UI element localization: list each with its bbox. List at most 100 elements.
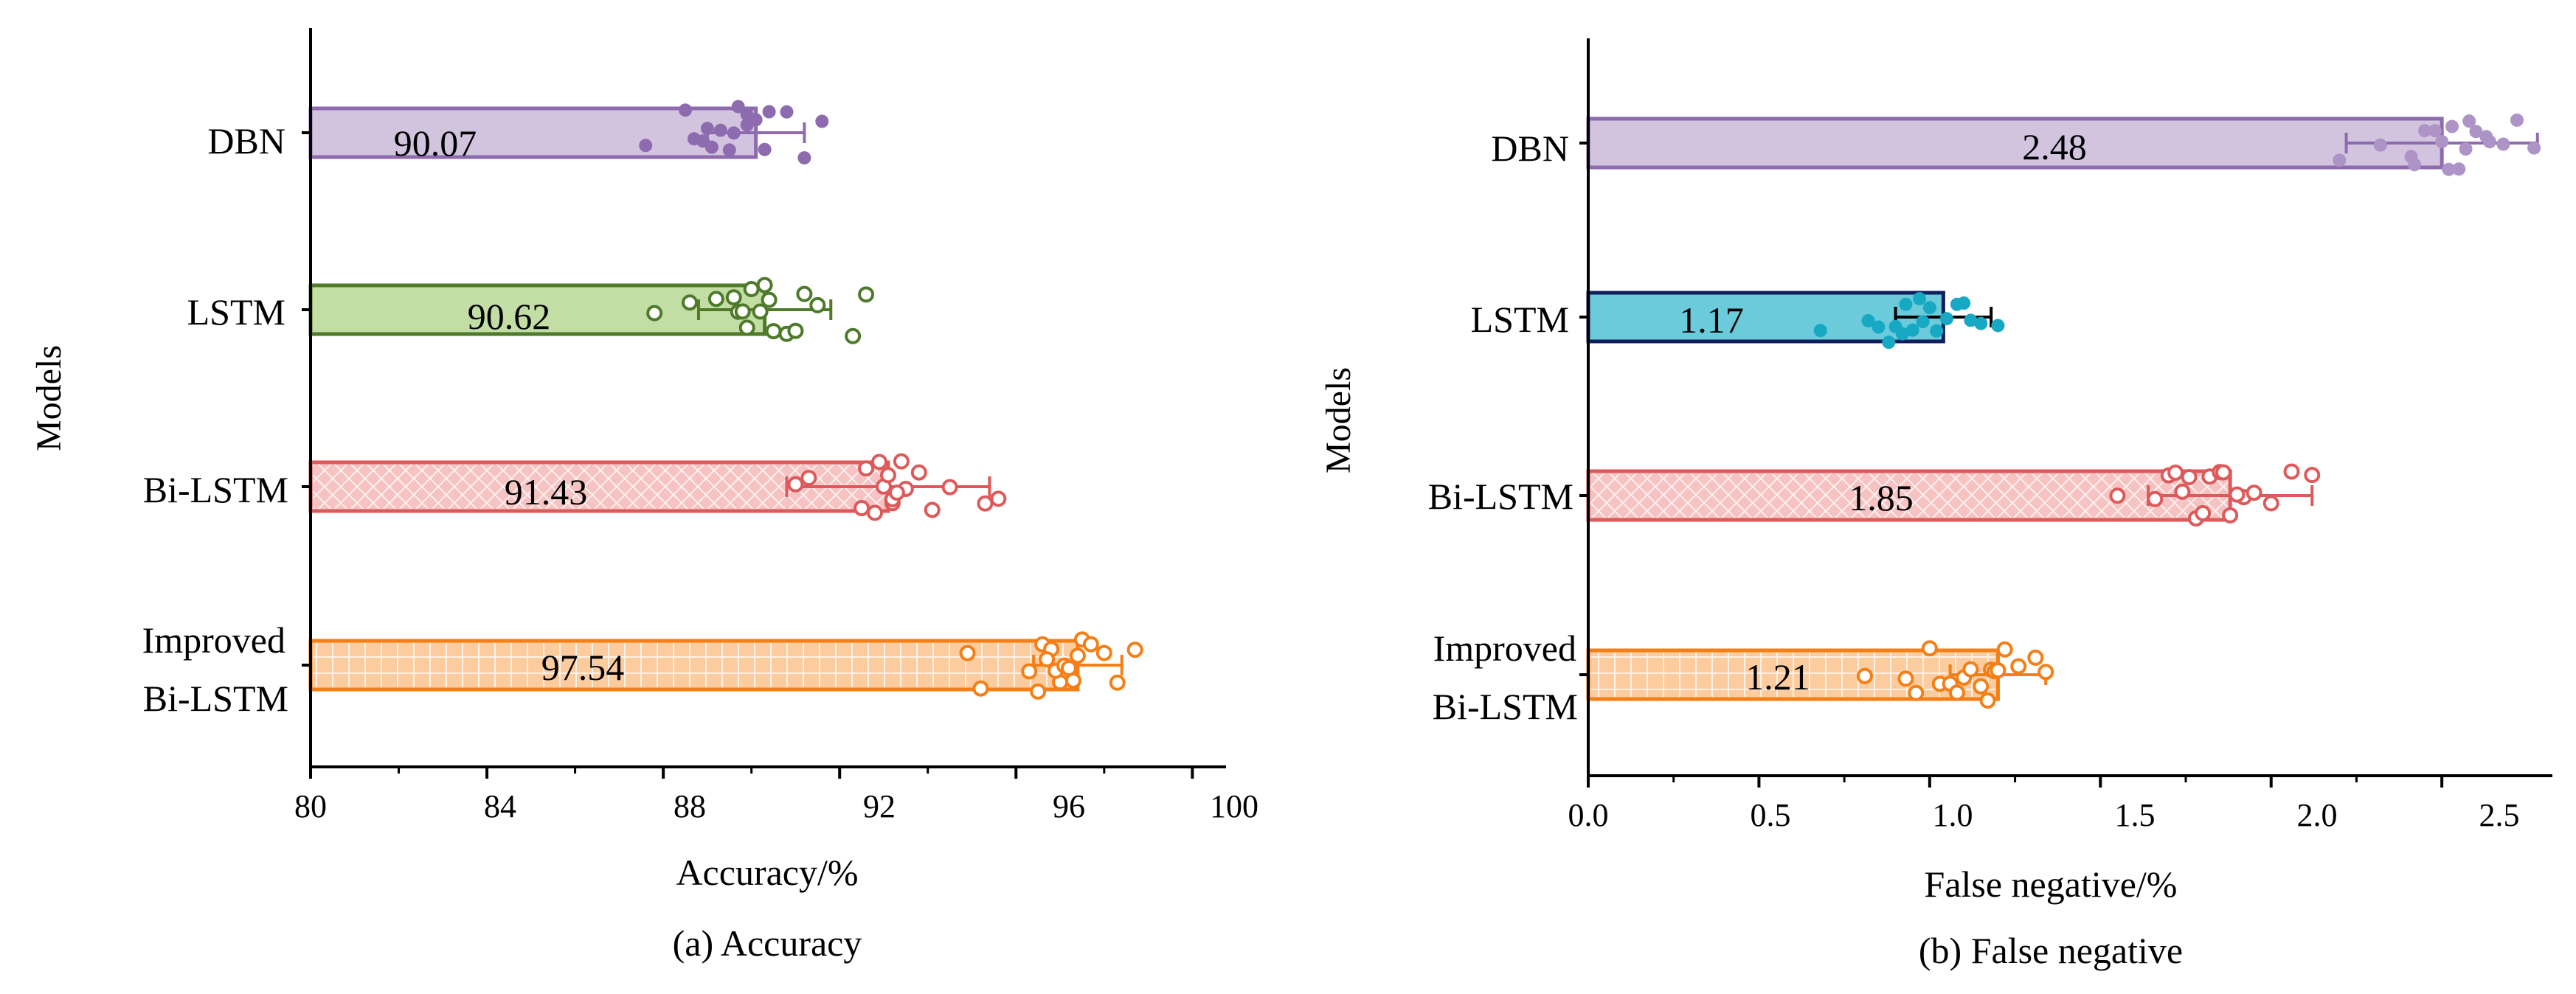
- data-point-bi-lstm: [2174, 483, 2191, 500]
- tick-label: 92: [863, 788, 896, 824]
- data-point-lstm: [1899, 297, 1913, 311]
- data-point-bi-lstm: [2147, 490, 2164, 507]
- fn-caption: (b) False negative: [1919, 930, 2183, 971]
- data-point-improved-bi-lstm: [1973, 678, 1990, 695]
- data-point-improved-bi-lstm: [1109, 674, 1126, 691]
- data-point-improved-bi-lstm: [1897, 670, 1914, 687]
- bar-dbn: [1586, 117, 2444, 170]
- data-point-lstm: [1872, 320, 1886, 334]
- data-point-improved-bi-lstm: [1095, 644, 1112, 661]
- data-point-dbn: [2482, 135, 2496, 149]
- data-point-lstm: [809, 296, 826, 313]
- data-point-dbn: [700, 122, 714, 136]
- accuracy-points: [639, 100, 1143, 700]
- fn-tick-labels: 0.0 0.5 1.0 1.5 2.0 2.5: [1568, 797, 2520, 833]
- data-point-dbn: [2496, 137, 2510, 151]
- category-label-lstm: LSTM: [187, 291, 285, 333]
- category-label-bi-lstm: Bi-LSTM: [1428, 476, 1573, 517]
- fn-errorbars: [1894, 133, 2539, 685]
- data-point-improved-bi-lstm: [1082, 636, 1099, 653]
- value-label-lstm: 1.17: [1679, 299, 1744, 341]
- data-point-dbn: [687, 132, 701, 146]
- data-point-bi-lstm: [2304, 467, 2321, 484]
- data-point-improved-bi-lstm: [959, 644, 976, 661]
- data-point-lstm: [1882, 336, 1896, 350]
- value-label-bi-lstm: 1.85: [1849, 477, 1914, 518]
- fn-x-axis-title: False negative/%: [1925, 863, 2178, 905]
- data-point-bi-lstm: [2167, 464, 2184, 481]
- bar-dbn: [308, 106, 758, 159]
- tick-label: 1.0: [1933, 797, 1973, 833]
- data-point-dbn: [762, 105, 776, 119]
- data-point-dbn: [758, 142, 772, 156]
- data-point-dbn: [713, 123, 727, 137]
- data-point-lstm: [1813, 324, 1827, 338]
- data-point-bi-lstm: [867, 504, 884, 521]
- data-point-bi-lstm: [858, 460, 875, 477]
- data-point-improved-bi-lstm: [1948, 684, 1965, 701]
- accuracy-x-axis-title: Accuracy/%: [676, 852, 858, 893]
- accuracy-x-ticks: [309, 767, 1194, 779]
- data-point-dbn: [727, 126, 741, 140]
- data-point-dbn: [2469, 125, 2483, 139]
- value-label-lstm: 90.62: [468, 296, 551, 337]
- bar-pattern-improved-bi-lstm: [313, 643, 1076, 687]
- data-point-bi-lstm: [924, 501, 941, 518]
- value-label-dbn: 90.07: [394, 122, 477, 164]
- data-point-dbn: [679, 103, 693, 117]
- data-point-lstm: [1930, 324, 1944, 338]
- data-point-improved-bi-lstm: [1908, 684, 1925, 701]
- data-point-bi-lstm: [888, 484, 905, 501]
- data-point-bi-lstm: [2215, 464, 2232, 481]
- tick-label: 0.0: [1568, 797, 1609, 833]
- data-point-improved-bi-lstm: [972, 680, 989, 697]
- accuracy-y-ticks: [302, 131, 311, 667]
- data-point-dbn: [2445, 119, 2459, 133]
- value-label-improved-bi-lstm: 97.54: [541, 647, 625, 688]
- data-point-dbn: [2428, 124, 2442, 138]
- data-point-bi-lstm: [854, 500, 870, 517]
- data-point-improved-bi-lstm: [1962, 661, 1979, 678]
- fn-y-axis-title: Models: [1319, 367, 1358, 473]
- data-point-lstm: [743, 281, 760, 298]
- category-label-improved: Improved: [142, 619, 285, 661]
- data-point-improved-bi-lstm: [2037, 664, 2054, 681]
- data-point-improved-bi-lstm: [1021, 663, 1038, 680]
- data-point-bi-lstm: [990, 490, 1007, 507]
- data-point-lstm: [738, 319, 755, 336]
- tick-label: 2.5: [2479, 797, 2520, 833]
- category-label-lstm: LSTM: [1471, 299, 1569, 340]
- fn-bars: [1586, 117, 2444, 701]
- data-point-bi-lstm: [2195, 504, 2212, 521]
- data-point-improved-bi-lstm: [1126, 642, 1143, 658]
- data-point-lstm: [787, 322, 804, 339]
- accuracy-caption: (a) Accuracy: [673, 922, 862, 964]
- data-point-lstm: [682, 294, 698, 311]
- value-label-bi-lstm: 91.43: [505, 471, 588, 512]
- data-point-improved-bi-lstm: [1039, 651, 1056, 668]
- data-point-dbn: [2452, 162, 2466, 176]
- data-point-bi-lstm: [800, 470, 817, 487]
- data-point-dbn: [2333, 153, 2347, 167]
- data-point-improved-bi-lstm: [1856, 667, 1873, 684]
- data-point-dbn: [2442, 162, 2456, 176]
- data-point-lstm: [1964, 313, 1978, 327]
- data-point-lstm: [1957, 296, 1971, 310]
- tick-label: 1.5: [2115, 797, 2156, 833]
- data-point-lstm: [1991, 319, 2005, 333]
- data-point-lstm: [1912, 292, 1926, 306]
- accuracy-tick-labels: 80 84 88 92 96 100: [294, 788, 1258, 824]
- data-point-lstm: [845, 327, 862, 344]
- data-point-lstm: [1861, 313, 1875, 327]
- bar-lstm: [1586, 291, 1945, 344]
- data-point-bi-lstm: [2181, 468, 2198, 485]
- data-point-dbn: [2459, 142, 2473, 156]
- data-point-bi-lstm: [2222, 507, 2239, 524]
- value-label-improved-bi-lstm: 1.21: [1745, 656, 1810, 698]
- data-point-lstm: [796, 285, 813, 302]
- accuracy-errorbars: [696, 122, 1123, 675]
- tick-label: 100: [1210, 788, 1258, 824]
- category-label-dbn: DBN: [207, 120, 285, 161]
- data-point-dbn: [2404, 150, 2418, 164]
